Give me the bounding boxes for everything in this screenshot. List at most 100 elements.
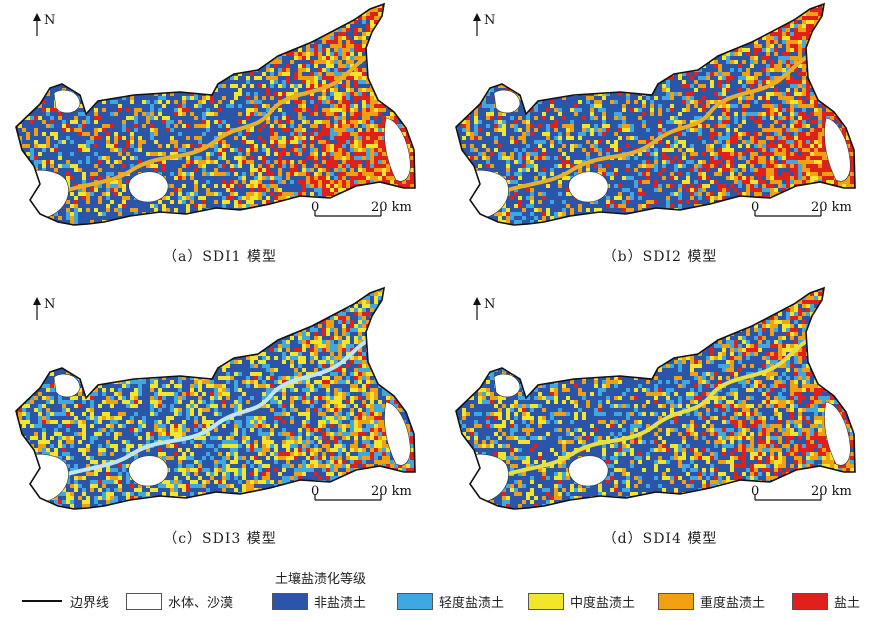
- class-cell: [258, 184, 262, 188]
- class-cell: [730, 24, 734, 28]
- class-cell: [846, 116, 850, 120]
- class-cell: [398, 36, 402, 40]
- class-cell: [82, 92, 86, 96]
- class-cell: [42, 88, 46, 92]
- class-cell: [110, 224, 114, 225]
- class-cell: [838, 40, 842, 44]
- class-cell: [366, 168, 370, 172]
- class-cell: [766, 36, 770, 40]
- class-cell: [526, 56, 530, 60]
- class-cell: [382, 192, 386, 196]
- class-cell: [306, 120, 310, 124]
- class-cell: [266, 24, 270, 28]
- class-cell: [794, 56, 798, 60]
- class-cell: [746, 28, 750, 32]
- class-cell: [122, 128, 126, 132]
- class-cell: [322, 156, 326, 160]
- class-cell: [450, 84, 454, 88]
- class-cell: [326, 192, 330, 196]
- class-cell: [738, 48, 742, 52]
- class-cell: [358, 4, 362, 8]
- class-cell: [650, 112, 654, 116]
- class-cell: [534, 88, 538, 92]
- class-cell: [82, 36, 86, 40]
- class-cell: [246, 204, 250, 208]
- class-cell: [406, 52, 410, 56]
- class-cell: [238, 196, 242, 200]
- class-cell: [582, 20, 586, 24]
- class-cell: [334, 88, 338, 92]
- class-cell: [614, 52, 618, 56]
- class-cell: [86, 100, 90, 104]
- class-cell: [658, 120, 662, 124]
- class-cell: [622, 68, 626, 72]
- class-cell: [318, 172, 322, 176]
- class-cell: [562, 124, 566, 128]
- class-cell: [66, 176, 70, 180]
- class-cell: [262, 104, 266, 108]
- class-cell: [206, 96, 210, 100]
- class-cell: [766, 20, 770, 24]
- class-cell: [370, 92, 374, 96]
- class-cell: [330, 92, 334, 96]
- class-cell: [238, 184, 242, 188]
- class-cell: [834, 104, 838, 108]
- class-cell: [846, 4, 850, 8]
- class-cell: [378, 144, 382, 148]
- class-cell: [302, 172, 306, 176]
- class-cell: [766, 92, 770, 96]
- class-cell: [718, 96, 722, 100]
- class-cell: [642, 84, 646, 88]
- class-cell: [378, 216, 382, 220]
- class-cell: [202, 168, 206, 172]
- class-cell: [654, 44, 658, 48]
- class-cell: [810, 28, 814, 32]
- class-cell: [94, 0, 98, 4]
- class-cell: [294, 100, 298, 104]
- class-cell: [382, 120, 386, 124]
- class-cell: [202, 164, 206, 168]
- class-cell: [130, 144, 134, 148]
- class-cell: [190, 20, 194, 24]
- class-cell: [550, 48, 554, 52]
- class-cell: [466, 48, 470, 52]
- class-cell: [402, 44, 406, 48]
- class-cell: [130, 164, 134, 168]
- class-cell: [334, 20, 338, 24]
- class-cell: [298, 216, 302, 220]
- class-cell: [30, 104, 34, 108]
- class-cell: [338, 124, 342, 128]
- class-cell: [302, 188, 306, 192]
- class-cell: [294, 52, 298, 56]
- class-cell: [414, 216, 415, 220]
- class-cell: [218, 156, 222, 160]
- class-cell: [386, 44, 390, 48]
- class-cell: [226, 172, 230, 176]
- class-cell: [406, 184, 410, 188]
- class-cell: [826, 92, 830, 96]
- class-cell: [270, 80, 274, 84]
- class-cell: [186, 76, 190, 80]
- class-cell: [374, 124, 378, 128]
- class-cell: [456, 64, 458, 68]
- class-cell: [554, 52, 558, 56]
- class-cell: [778, 8, 782, 12]
- class-cell: [818, 120, 822, 124]
- class-cell: [90, 228, 94, 232]
- class-cell: [794, 4, 798, 8]
- class-cell: [46, 140, 50, 144]
- class-cell: [98, 8, 102, 12]
- class-cell: [378, 92, 382, 96]
- class-cell: [382, 16, 386, 20]
- class-cell: [362, 16, 366, 20]
- class-cell: [838, 80, 842, 84]
- class-cell: [842, 20, 846, 24]
- class-cell: [478, 4, 482, 8]
- class-cell: [802, 72, 806, 76]
- class-cell: [714, 24, 718, 28]
- class-cell: [382, 184, 386, 188]
- class-cell: [270, 176, 274, 180]
- class-cell: [66, 124, 70, 128]
- class-cell: [318, 72, 322, 76]
- class-cell: [382, 88, 386, 92]
